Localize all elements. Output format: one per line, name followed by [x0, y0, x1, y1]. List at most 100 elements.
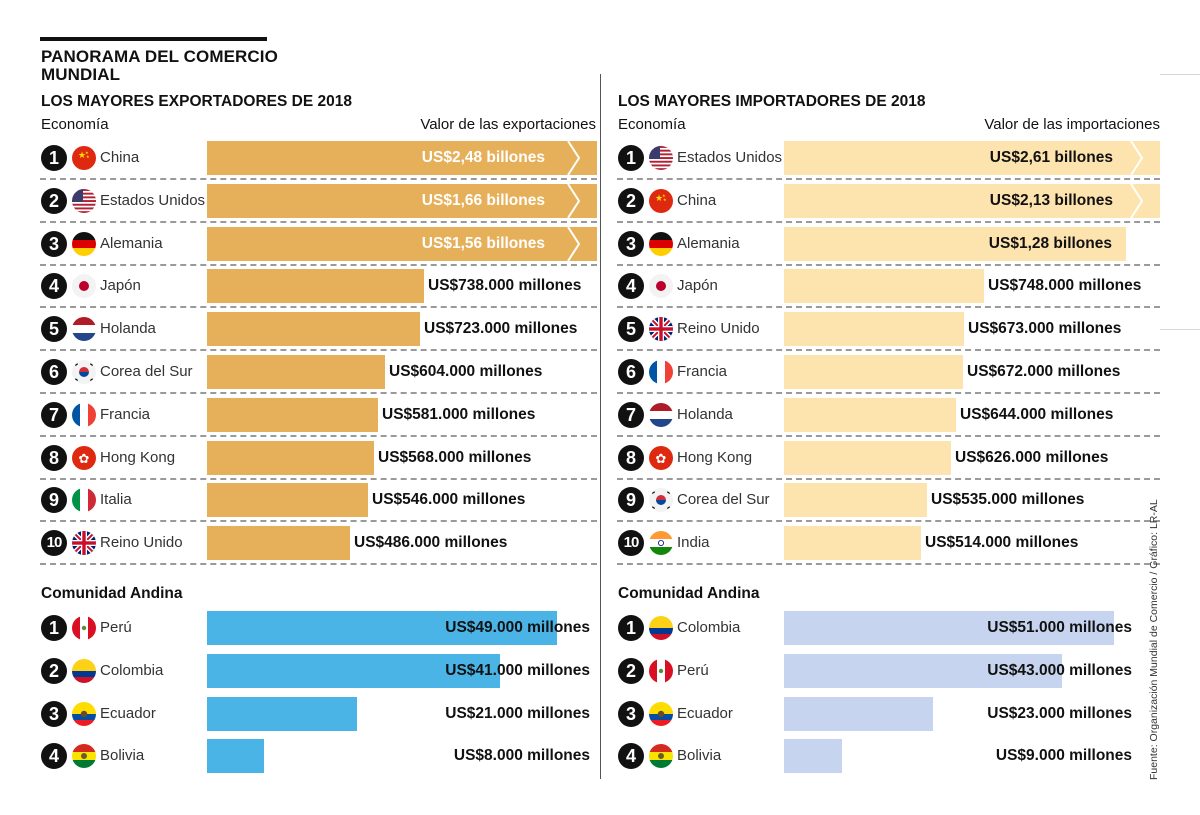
row-separator [40, 349, 597, 352]
value-label: US$568.000 millones [378, 448, 532, 466]
imports-economy-header: Economía [618, 116, 686, 133]
axis-break-marker [1130, 141, 1144, 175]
chart-row: 8 ✿ Hong Kong US$626.000 millones [617, 437, 1160, 480]
row-separator [617, 392, 1160, 394]
rank-badge: 4 [41, 273, 67, 300]
rank-badge: 9 [41, 487, 67, 514]
row-separator [617, 263, 1160, 266]
value-label: US$748.000 millones [988, 277, 1142, 295]
svg-text:✿: ✿ [656, 452, 667, 467]
rank-badge: 5 [41, 316, 67, 343]
exports-value-header: Valor de las exportaciones [420, 116, 596, 133]
value-label: US$546.000 millones [372, 491, 526, 509]
value-label: US$535.000 millones [931, 491, 1085, 509]
rank-badge: 7 [618, 401, 644, 428]
edge-divider-mid [1160, 329, 1200, 330]
france-flag-icon [72, 402, 96, 427]
bar-japon [784, 269, 984, 304]
rank-badge: 2 [41, 657, 67, 684]
country-label: Ecuador [677, 704, 733, 722]
chart-row: 4 Bolivia US$8.000 millones [40, 735, 597, 778]
chart-row: 1 ★ ★ ★ China US$2,48 billones [40, 137, 597, 180]
germany-flag-icon [72, 231, 96, 256]
country-label: Japón [677, 277, 718, 295]
row-separator [40, 477, 597, 480]
imports-panel: LOS MAYORES IMPORTADORES DE 2018 Economí… [617, 0, 1177, 815]
value-label: US$581.000 millones [382, 405, 536, 423]
chart-row: 3 Ecuador US$23.000 millones [617, 693, 1160, 736]
country-label: Alemania [100, 234, 163, 252]
rank-badge: 10 [618, 530, 644, 557]
row-separator [40, 220, 597, 223]
china-flag-icon: ★ ★ ★ [649, 188, 673, 213]
row-separator [617, 349, 1160, 352]
bar-peru [207, 611, 557, 645]
rank-badge: 2 [41, 187, 67, 214]
chart-row: 3 Ecuador US$21.000 millones [40, 693, 597, 736]
imports-title: LOS MAYORES IMPORTADORES DE 2018 [618, 93, 926, 110]
exports-economy-header: Economía [41, 116, 109, 133]
bar-reino-unido [784, 312, 964, 347]
country-label: Estados Unidos [100, 191, 206, 209]
chart-row: 2 ★ ★ ★ China US$2,13 billones [617, 180, 1160, 223]
country-label: Colombia [677, 619, 741, 636]
bar-bolivia [784, 739, 842, 774]
panel-divider [600, 74, 601, 779]
value-label: US$2,48 billones [421, 149, 545, 166]
value-label: US$2,13 billones [989, 191, 1113, 209]
svg-text:★: ★ [663, 197, 667, 202]
value-label: US$23.000 millones [987, 704, 1132, 722]
country-label: Perú [677, 661, 709, 679]
chart-row: 7 Holanda US$644.000 millones [617, 394, 1160, 437]
bar-colombia [207, 653, 500, 688]
value-label: US$673.000 millones [968, 320, 1122, 338]
value-label: US$41.000 millones [445, 661, 590, 679]
chart-row: 6 Corea del Sur US$604.000 millones [40, 351, 597, 394]
country-label: Japón [100, 277, 141, 295]
chart-row: 9 Italia US$546.000 millones [40, 479, 597, 523]
value-label: US$514.000 millones [925, 534, 1079, 552]
country-label: India [677, 534, 710, 552]
country-label: Colombia [100, 661, 164, 679]
country-label: Reino Unido [677, 320, 760, 338]
value-label: US$738.000 millones [428, 277, 582, 295]
value-label: US$486.000 millones [354, 534, 508, 552]
bar-estados-unidos [784, 141, 1160, 175]
country-label: Ecuador [100, 704, 156, 722]
hong-kong-flag-icon: ✿ [72, 445, 96, 470]
colombia-flag-icon [649, 616, 673, 640]
chart-row: 2 Estados Unidos US$1,66 billones [40, 180, 597, 223]
bolivia-flag-icon [649, 744, 673, 769]
japan-flag-icon [649, 274, 673, 299]
axis-break-marker [1130, 183, 1144, 218]
svg-text:★: ★ [655, 194, 663, 204]
usa-flag-icon [649, 146, 673, 170]
row-separator [617, 434, 1160, 437]
rank-badge: 7 [41, 401, 67, 428]
country-label: Corea del Sur [677, 491, 770, 509]
value-label: US$1,66 billones [421, 191, 545, 209]
bar-colombia [784, 611, 1114, 645]
value-label: US$723.000 millones [424, 320, 578, 338]
axis-break-marker [567, 226, 581, 261]
bar-alemania [207, 226, 597, 261]
hong-kong-flag-icon: ✿ [649, 445, 673, 470]
svg-text:★: ★ [86, 154, 90, 159]
row-separator [617, 477, 1160, 480]
imports-value-header: Valor de las importaciones [984, 116, 1160, 133]
bar-holanda [784, 397, 956, 432]
chart-row: 1 Perú US$49.000 millones [40, 607, 597, 650]
row-separator [40, 306, 597, 309]
netherlands-flag-icon [649, 402, 673, 427]
peru-flag-icon [72, 616, 96, 640]
chart-row: 2 Perú US$43.000 millones [617, 650, 1160, 693]
chart-row: 6 Francia US$672.000 millones [617, 351, 1160, 394]
rank-badge: 1 [618, 145, 644, 171]
chart-row: 1 Estados Unidos US$2,61 billones [617, 137, 1160, 180]
chart-row: 9 Corea del Sur US$535.000 millones [617, 479, 1160, 523]
row-separator [617, 563, 1160, 566]
value-label: US$49.000 millones [445, 619, 590, 636]
country-label: Estados Unidos [677, 149, 783, 166]
rank-badge: 6 [618, 359, 644, 385]
country-label: Alemania [677, 234, 740, 252]
